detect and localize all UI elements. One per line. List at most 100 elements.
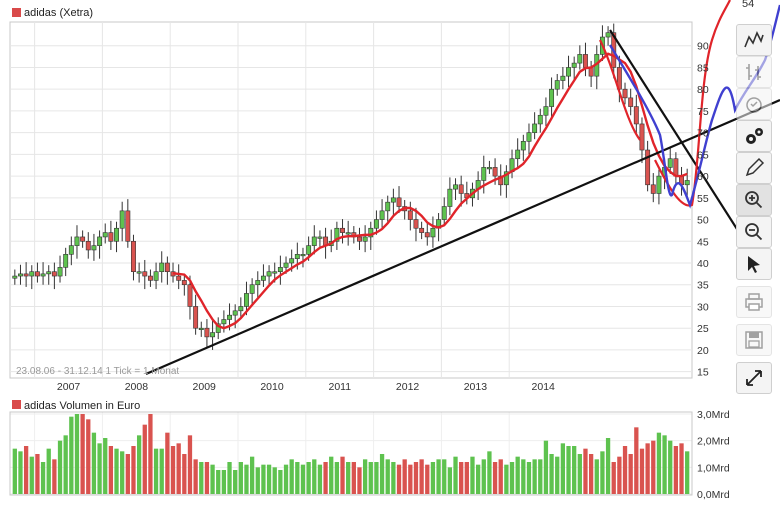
settings-button[interactable] [736,120,772,152]
volume-bar [204,462,210,494]
candle [272,271,278,274]
candle [503,171,509,186]
volume-tick-label: 0,0Mrd [697,489,730,501]
volume-bar [385,459,390,494]
volume-bar [317,464,323,494]
volume-bar [23,446,29,494]
volume-bar [549,454,554,494]
volume-bar [402,459,407,494]
price-panel [9,21,693,379]
zoom-in-icon [745,191,763,209]
volume-bar [272,467,277,494]
y-tick-label: 50 [697,215,709,227]
save-button[interactable] [736,324,772,356]
candle [181,280,187,286]
volume-bar [334,462,340,494]
volume-bar [125,454,130,494]
volume-bar [656,432,662,494]
candle [300,254,306,257]
y-tick-label: 80 [697,84,709,96]
candle [238,306,244,312]
volume-bar [18,451,23,494]
volume-bar [442,459,447,494]
y-tick-label: 55 [697,193,709,205]
cursor-button[interactable] [736,248,772,280]
candle [667,158,673,168]
volume-bar [555,456,560,494]
volume-bar [504,464,509,494]
volume-bar [588,454,594,494]
volume-bar [63,435,68,494]
candle [255,280,261,286]
line-chart-button[interactable] [736,24,772,56]
zoom-in-button[interactable] [736,184,772,216]
volume-bar [159,448,164,494]
volume-bar [351,462,356,494]
candle [108,232,114,242]
volume-bar [249,456,255,494]
volume-bar [651,440,656,494]
volume-bars [12,414,690,494]
volume-bar [509,462,515,494]
volume-tick-label: 3,0Mrd [697,409,730,421]
candle [68,245,74,255]
volume-bar [91,432,97,494]
volume-bar [634,427,639,494]
line-chart-icon [744,31,764,48]
volume-bar [668,440,673,494]
draw-button[interactable] [736,152,772,184]
fullscreen-button[interactable] [736,362,772,394]
volume-bar [396,464,402,494]
price-grid [10,22,692,378]
volume-bar [515,456,520,494]
candle [198,327,204,330]
candle [23,273,29,277]
candle [85,240,91,251]
candle [147,275,153,281]
y-tick-label: 85 [697,62,709,74]
candle [153,271,159,281]
candle [577,54,583,64]
candle [193,306,199,329]
candle [481,167,487,181]
candle [390,197,396,203]
volume-bar [340,456,345,494]
ohlc-chart-icon [746,64,761,80]
ohlc-chart-button[interactable] [736,56,772,88]
volume-bar [357,467,362,494]
price-legend-title: adidas (Xetra) [24,7,93,19]
zoom-out-icon [745,223,763,241]
volume-bar [521,459,526,494]
candle [187,284,193,307]
candle [164,262,170,273]
y-tick-label: 30 [697,301,709,313]
volume-bar [170,446,176,494]
save-icon [745,331,763,349]
zoom-out-button[interactable] [736,216,772,248]
candle [51,271,57,277]
volume-bar [97,443,102,494]
candle-chart-button[interactable] [736,88,772,120]
candle [605,32,611,38]
candle [645,149,651,186]
x-tick-label: 2007 [57,381,81,393]
volume-bar [685,451,690,494]
volume-bar [136,435,142,494]
volume-bar [300,464,306,494]
print-button[interactable] [736,286,772,318]
volume-bar [193,459,198,494]
y-tick-label: 70 [697,128,709,140]
candle [63,254,69,268]
volume-bar [374,462,379,494]
volume-bar [605,438,611,494]
candle [40,273,46,277]
candle [368,227,374,238]
candle [46,271,52,275]
candle [125,210,131,242]
y-tick-label: 40 [697,258,709,270]
volume-bar [436,459,441,494]
candle [97,236,103,246]
candle [294,254,300,259]
candle [159,262,165,273]
candle [80,236,86,242]
